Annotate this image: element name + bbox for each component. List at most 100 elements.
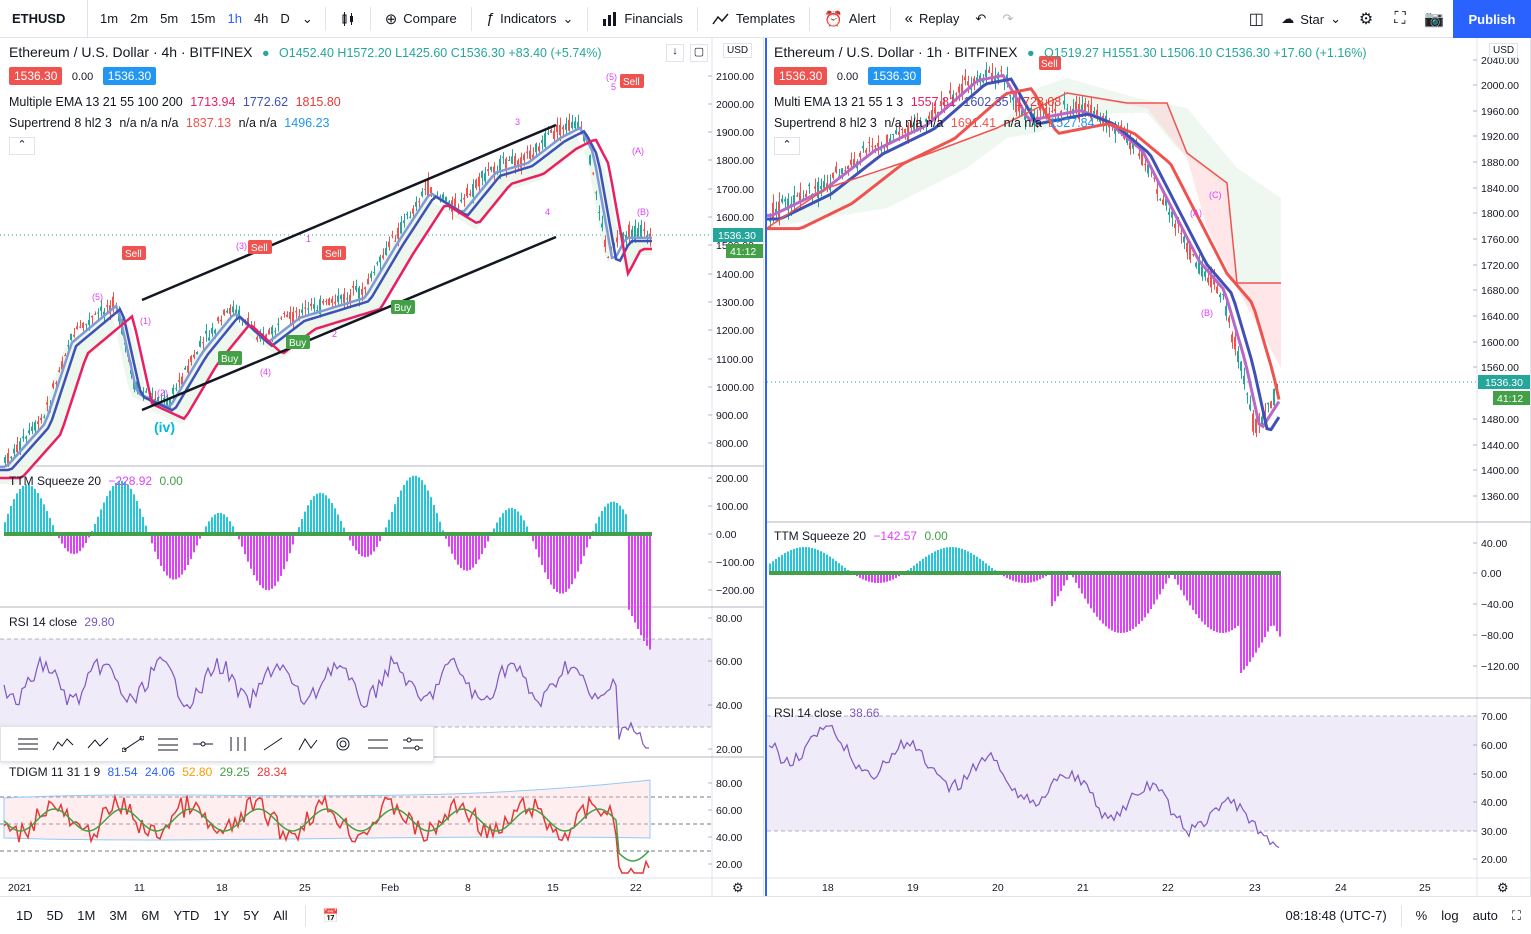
left-tdi-legend[interactable]: TDIGM 11 31 1 9 81.54 24.06 52.80 29.25 … — [9, 765, 287, 779]
timeframe-1m[interactable]: 1m — [100, 10, 119, 26]
currency-label[interactable]: USD — [1489, 43, 1519, 58]
timeframe-5m[interactable]: 5m — [160, 10, 179, 26]
symbol-search[interactable]: ETHUSD — [0, 0, 88, 38]
settings-button[interactable]: ⚙ — [1349, 0, 1383, 38]
left-candle — [163, 397, 165, 400]
vertical-lines-tool[interactable] — [221, 729, 254, 759]
snapshot-button[interactable]: 📷 — [1417, 0, 1451, 38]
compare-button[interactable]: ⊕ Compare — [377, 0, 465, 38]
ttm-bar — [1183, 573, 1185, 596]
right-candle — [1009, 95, 1011, 97]
channel-tool[interactable] — [361, 729, 394, 759]
auto-toggle[interactable]: auto — [1472, 908, 1498, 923]
percent-toggle[interactable]: % — [1415, 908, 1428, 923]
horizontal-line-tool[interactable] — [186, 729, 219, 759]
undo-button[interactable]: ↶ — [967, 0, 994, 38]
range-1y[interactable]: 1Y — [213, 908, 230, 923]
gann-tool[interactable] — [326, 729, 359, 759]
ttm-bar — [1195, 573, 1197, 615]
range-5y[interactable]: 5Y — [243, 908, 260, 923]
currency-label[interactable]: USD — [723, 43, 753, 58]
left-candle — [478, 176, 480, 187]
sell-price[interactable]: 1536.30 — [774, 67, 828, 85]
range-all[interactable]: All — [273, 908, 288, 923]
right-rsi-legend[interactable]: RSI 14 close 38.66 — [774, 706, 879, 720]
left-candle — [304, 307, 306, 309]
left-candle — [175, 388, 177, 390]
elliott-correction-tool[interactable] — [81, 729, 114, 759]
redo-button[interactable]: ↷ — [994, 0, 1021, 38]
buy-price[interactable]: 1536.30 — [102, 67, 157, 85]
left-ttm-axis-tick: −200.00 — [716, 585, 754, 597]
right-chart[interactable]: 2040.00 2000.00 1960.00 1920.00 1880.00 1840.… — [765, 38, 1531, 896]
buy-price[interactable]: 1536.30 — [867, 67, 922, 85]
range-1d[interactable]: 1D — [16, 908, 33, 923]
fullscreen-button[interactable]: ⛶ — [1383, 0, 1417, 38]
range-3m[interactable]: 3M — [109, 908, 128, 923]
publish-button[interactable]: Publish — [1453, 0, 1531, 38]
right-candle — [1201, 261, 1203, 277]
fib-tool[interactable] — [151, 729, 184, 759]
ray-tool[interactable] — [256, 729, 289, 759]
timeframe-1h[interactable]: 1h — [227, 10, 242, 26]
sell-price[interactable]: 1536.30 — [9, 67, 63, 85]
clock[interactable]: 08:18:48 (UTC-7) — [1285, 908, 1387, 923]
ema-ribbon-fill — [0, 131, 652, 485]
trend-line-tool[interactable] — [116, 729, 149, 759]
timeframe-15m[interactable]: 15m — [190, 10, 216, 26]
right-ema-legend[interactable]: Multi EMA 13 21 55 1 3 1557.81 1602.35 1… — [774, 95, 1061, 109]
left-candle — [340, 295, 342, 300]
right-candle — [1051, 110, 1053, 112]
indicators-button[interactable]: ƒ Indicators ⌄ — [478, 0, 582, 38]
settings-tool[interactable] — [396, 729, 429, 759]
chevron-down-icon[interactable]: ⌄ — [301, 10, 313, 26]
left-supertrend-legend[interactable]: Supertrend 8 hl2 3 n/a n/a n/a 1837.13 n… — [9, 116, 329, 130]
star-button[interactable]: ☁ Star ⌄ — [1273, 0, 1349, 38]
left-rsi-legend[interactable]: RSI 14 close 29.80 — [9, 615, 114, 629]
right-supertrend-legend[interactable]: Supertrend 8 hl2 3 n/a n/a n/a 1691.41 n… — [774, 116, 1094, 130]
ttm-bar — [778, 556, 780, 573]
timeframe-4h[interactable]: 4h — [253, 10, 269, 26]
maximize-pane-button[interactable]: ▢ — [690, 44, 708, 62]
scroll-down-button[interactable]: ↓ — [666, 44, 684, 62]
right-chart-canvas[interactable]: 2040.002000.001960.001920.001880.001840.… — [767, 38, 1531, 896]
collapse-legend-button[interactable]: ⌃ — [9, 137, 35, 155]
ttm-bar — [82, 534, 84, 548]
log-toggle[interactable]: log — [1441, 908, 1459, 923]
alert-button[interactable]: ⏰ Alert — [816, 0, 883, 38]
layout-button[interactable]: ◫ — [1239, 0, 1273, 38]
timeframe-D[interactable]: D — [280, 10, 290, 26]
left-ema-legend[interactable]: Multiple EMA 13 21 55 100 200 1713.94 17… — [9, 95, 341, 109]
ttm-bar — [961, 548, 963, 573]
ttm-bar — [1255, 573, 1257, 653]
timeframe-2m[interactable]: 2m — [130, 10, 149, 26]
range-6m[interactable]: 6M — [141, 908, 160, 923]
fullscreen-icon[interactable]: ⛶ — [1511, 907, 1521, 923]
ttm-bar — [1015, 573, 1017, 582]
path-tool[interactable] — [291, 729, 324, 759]
ttm-bar — [625, 514, 627, 534]
replay-button[interactable]: « Replay — [897, 0, 968, 38]
chart-type-button[interactable] — [332, 0, 364, 38]
divider — [304, 905, 306, 926]
financials-button[interactable]: Financials — [594, 0, 691, 38]
left-candle — [94, 313, 96, 315]
elliott-impulse-tool[interactable] — [46, 729, 79, 759]
right-candle — [820, 186, 822, 190]
left-chart-canvas[interactable]: 2100.002000.001900.001800.001700.001600.… — [0, 38, 764, 896]
goto-date-button[interactable]: 📅 — [316, 908, 346, 924]
signal-badge — [620, 74, 644, 88]
right-candle — [1093, 110, 1095, 114]
templates-button[interactable]: Templates — [704, 0, 803, 38]
left-chart[interactable]: 2100.00 2000.00 1900.00 1800.00 1700.00 1600.… — [0, 38, 764, 896]
ttm-bar — [550, 534, 552, 585]
right-ttm-legend[interactable]: TTM Squeeze 20 −142.57 0.00 — [774, 529, 948, 543]
left-candle — [358, 287, 360, 301]
left-ttm-legend[interactable]: TTM Squeeze 20 −228.92 0.00 — [9, 474, 183, 488]
collapse-legend-button[interactable]: ⌃ — [774, 137, 800, 155]
pattern-tool[interactable] — [11, 729, 44, 759]
range-5d[interactable]: 5D — [46, 908, 64, 923]
range-1m[interactable]: 1M — [77, 908, 96, 923]
templates-icon — [712, 13, 729, 24]
range-ytd[interactable]: YTD — [173, 908, 200, 923]
